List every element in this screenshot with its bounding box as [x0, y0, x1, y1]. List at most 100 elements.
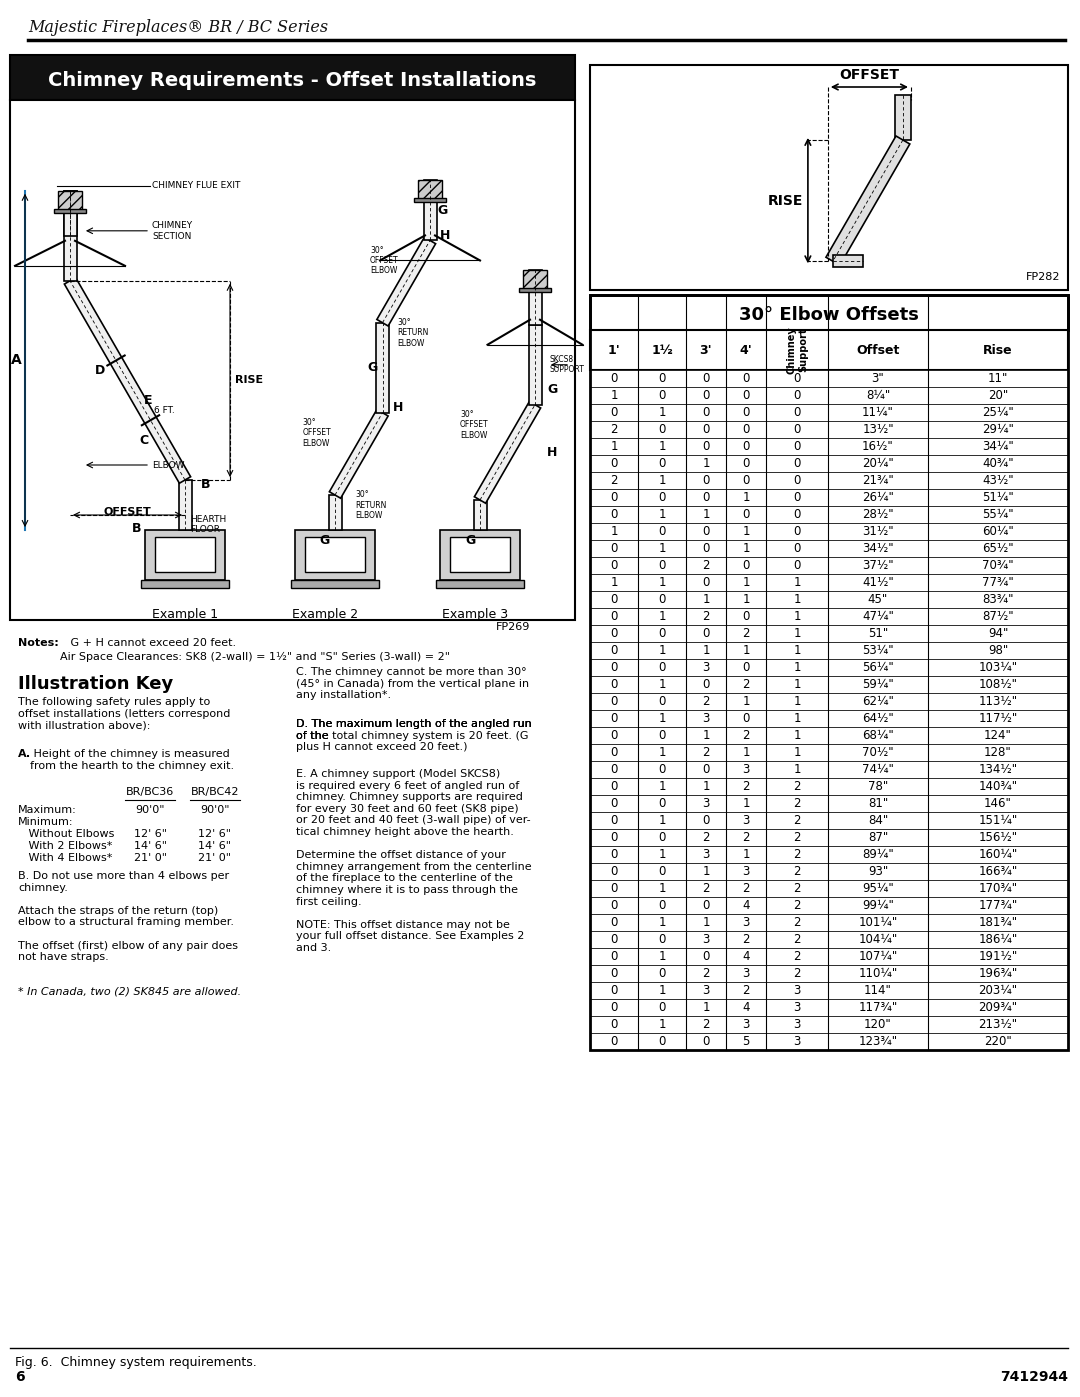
Text: 7412944: 7412944 — [1000, 1370, 1068, 1384]
Text: 14' 6": 14' 6" — [134, 841, 166, 851]
Text: A.: A. — [18, 749, 31, 759]
Text: 0: 0 — [742, 440, 750, 453]
Text: 2: 2 — [793, 967, 800, 981]
Text: SKCS8
SUPPORT: SKCS8 SUPPORT — [550, 355, 585, 374]
Text: 0: 0 — [702, 525, 710, 538]
Text: 0: 0 — [610, 729, 618, 742]
Text: 0: 0 — [794, 509, 800, 521]
Text: 196¾": 196¾" — [978, 967, 1017, 981]
Bar — [590, 863, 1068, 880]
Text: 87½": 87½" — [982, 610, 1014, 623]
Text: 191½": 191½" — [978, 950, 1017, 963]
Text: 28½": 28½" — [862, 509, 894, 521]
Text: 30°
RETURN
ELBOW: 30° RETURN ELBOW — [355, 490, 387, 520]
Text: 41½": 41½" — [862, 576, 894, 590]
Text: 0: 0 — [659, 729, 665, 742]
Text: 34½": 34½" — [862, 542, 894, 555]
Text: 103¼": 103¼" — [978, 661, 1017, 673]
Text: 0: 0 — [742, 559, 750, 571]
Polygon shape — [895, 95, 910, 140]
Bar — [590, 574, 1068, 591]
Text: 3: 3 — [702, 933, 710, 946]
Text: 1: 1 — [658, 576, 665, 590]
Polygon shape — [328, 495, 341, 529]
Text: 1: 1 — [793, 627, 800, 640]
Text: 1: 1 — [793, 712, 800, 725]
Text: 0: 0 — [659, 900, 665, 912]
Bar — [590, 880, 1068, 897]
Text: 3: 3 — [742, 1018, 750, 1031]
Text: 0: 0 — [659, 423, 665, 436]
Text: 20": 20" — [988, 388, 1008, 402]
Text: 4: 4 — [742, 900, 750, 912]
Text: 0: 0 — [702, 900, 710, 912]
Text: G: G — [546, 383, 557, 397]
Text: 0: 0 — [794, 388, 800, 402]
Polygon shape — [528, 324, 541, 405]
Text: 34¼": 34¼" — [982, 440, 1014, 453]
Bar — [590, 1032, 1068, 1051]
Text: E: E — [144, 394, 152, 407]
Text: 3': 3' — [700, 344, 713, 356]
Text: Example 2: Example 2 — [292, 608, 359, 622]
Text: 220": 220" — [984, 1035, 1012, 1048]
Bar — [418, 180, 442, 200]
Text: 0: 0 — [742, 372, 750, 386]
Text: 3: 3 — [794, 1002, 800, 1014]
Text: Chimney Requirements - Offset Installations: Chimney Requirements - Offset Installati… — [49, 71, 537, 89]
Text: 0: 0 — [610, 763, 618, 775]
Text: 30°
OFFSET
ELBOW: 30° OFFSET ELBOW — [460, 409, 488, 440]
Text: 2: 2 — [702, 559, 710, 571]
Bar — [590, 439, 1068, 455]
Bar — [590, 370, 1068, 387]
Text: 107¼": 107¼" — [859, 950, 897, 963]
Bar — [590, 659, 1068, 676]
Text: 1: 1 — [742, 542, 750, 555]
Text: 0: 0 — [610, 627, 618, 640]
Bar — [590, 745, 1068, 761]
Text: 1½: 1½ — [651, 344, 673, 356]
Text: 0: 0 — [610, 372, 618, 386]
Text: Minimum:: Minimum: — [18, 817, 73, 827]
Text: 78": 78" — [868, 780, 888, 793]
Text: 1: 1 — [658, 542, 665, 555]
Text: 0: 0 — [659, 388, 665, 402]
Text: 0: 0 — [742, 712, 750, 725]
Text: With 4 Elbows*: With 4 Elbows* — [18, 854, 112, 863]
Text: G: G — [367, 362, 378, 374]
Bar — [590, 295, 1068, 330]
Text: 60¼": 60¼" — [982, 525, 1014, 538]
Text: 0: 0 — [702, 627, 710, 640]
Text: 2: 2 — [610, 423, 618, 436]
Text: 0: 0 — [610, 933, 618, 946]
Bar — [590, 608, 1068, 624]
Polygon shape — [64, 191, 77, 281]
Text: Air Space Clearances: SK8 (2-wall) = 1½" and "S" Series (3-wall) = 2": Air Space Clearances: SK8 (2-wall) = 1½"… — [18, 652, 450, 662]
Text: 55¼": 55¼" — [982, 509, 1014, 521]
Text: 0: 0 — [610, 983, 618, 997]
Polygon shape — [528, 270, 541, 324]
Text: 0: 0 — [702, 576, 710, 590]
Text: 1: 1 — [702, 916, 710, 929]
Text: 151¼": 151¼" — [978, 814, 1017, 827]
Text: 0: 0 — [742, 610, 750, 623]
Polygon shape — [65, 278, 191, 483]
Text: 0: 0 — [794, 559, 800, 571]
Text: 3: 3 — [702, 661, 710, 673]
Bar — [590, 624, 1068, 643]
Text: 114": 114" — [864, 983, 892, 997]
Text: 0: 0 — [610, 746, 618, 759]
Text: 47¼": 47¼" — [862, 610, 894, 623]
Text: 0: 0 — [659, 798, 665, 810]
Text: With 2 Elbows*: With 2 Elbows* — [18, 841, 112, 851]
Text: 0: 0 — [610, 490, 618, 504]
Bar — [590, 676, 1068, 693]
Text: 1: 1 — [610, 388, 618, 402]
Text: 1: 1 — [658, 509, 665, 521]
Text: 2: 2 — [793, 814, 800, 827]
Text: 1: 1 — [702, 509, 710, 521]
Text: 1: 1 — [658, 950, 665, 963]
Text: 0: 0 — [659, 627, 665, 640]
Text: 0: 0 — [610, 814, 618, 827]
Text: 20¼": 20¼" — [862, 457, 894, 469]
